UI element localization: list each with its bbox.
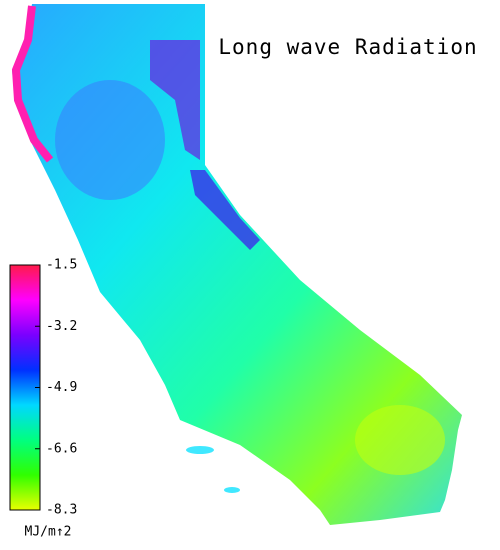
colorbar-tick-label: -8.3 — [46, 503, 77, 518]
blue-region — [55, 80, 165, 200]
desert-region — [355, 405, 445, 475]
island — [224, 487, 240, 493]
mountain-region — [150, 40, 200, 160]
colorbar-tick-label: -3.2 — [46, 319, 77, 334]
map-title: Long wave Radiation — [218, 35, 477, 59]
colorbar-tick-label: -6.6 — [46, 441, 77, 456]
colorbar-unit: MJ/m↑2 — [25, 525, 72, 540]
colorbar-tick-label: -1.5 — [46, 258, 77, 273]
colorbar-tick-label: -4.9 — [46, 380, 77, 395]
california-map — [11, 4, 462, 525]
sierra-region — [190, 170, 260, 250]
coast-strip — [11, 5, 54, 163]
island — [186, 446, 214, 454]
